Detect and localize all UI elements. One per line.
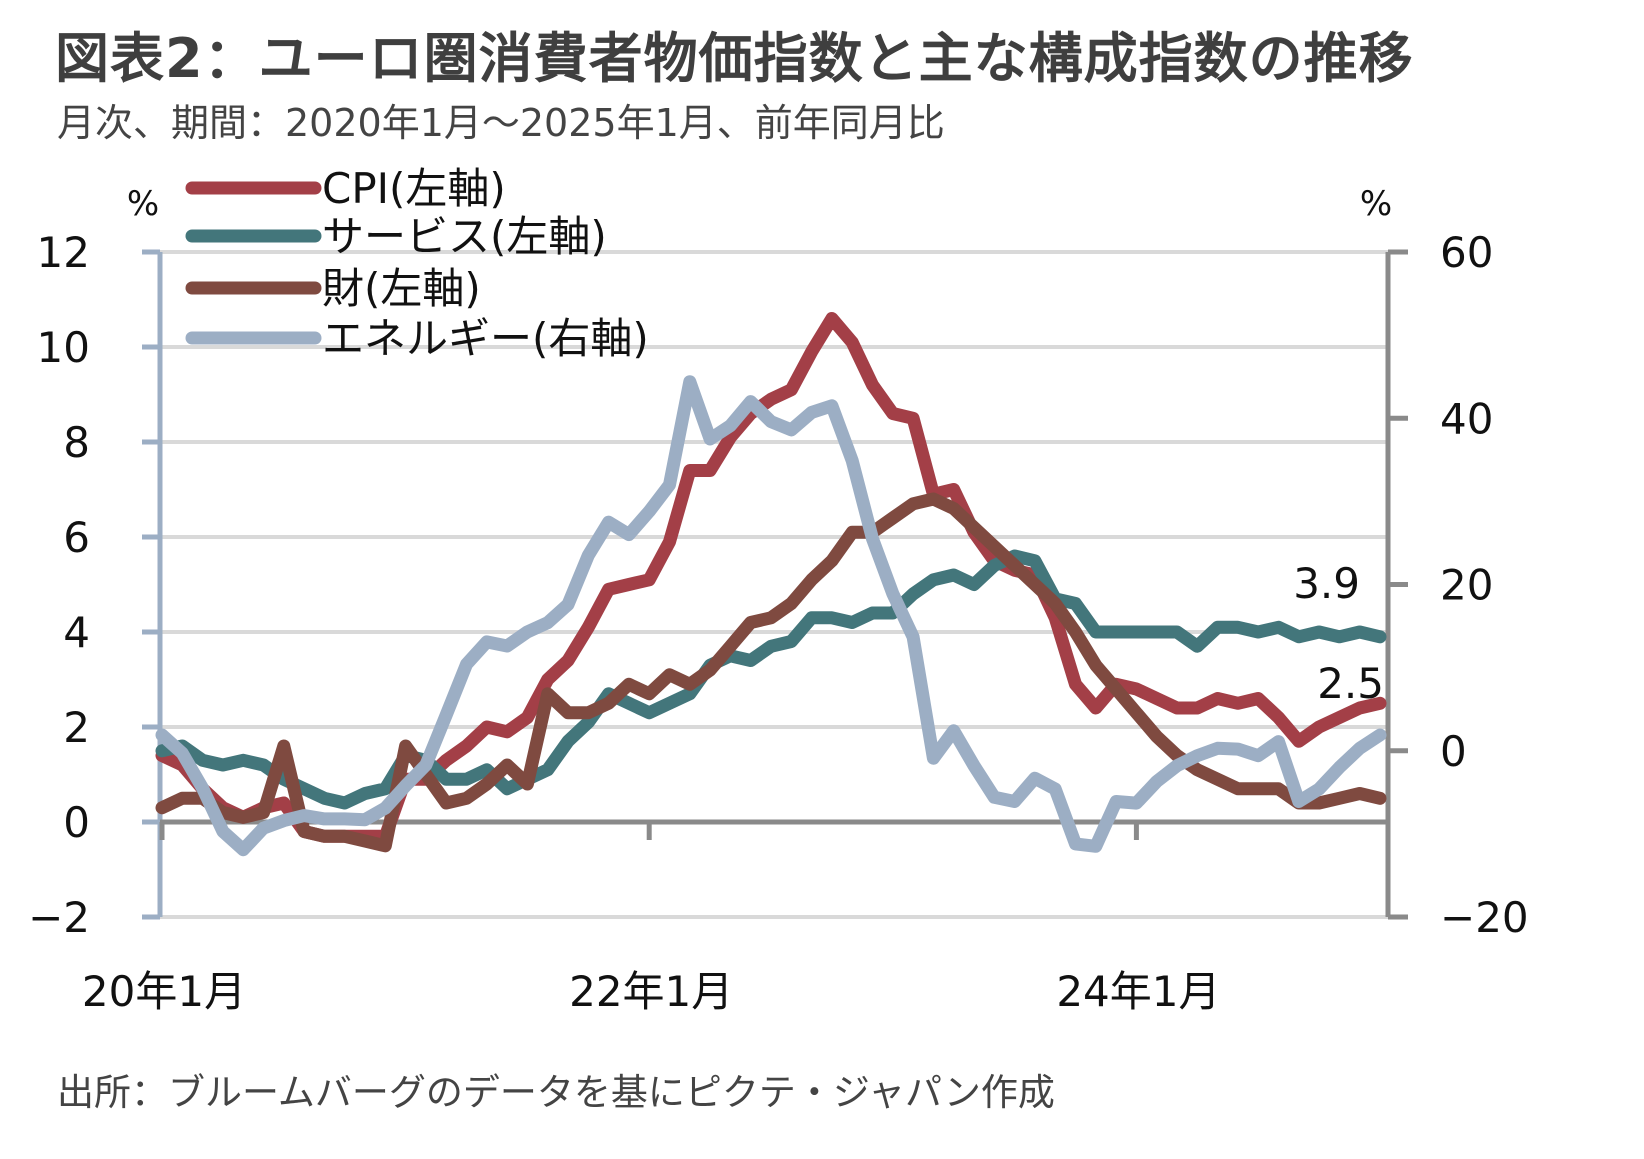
left-axis-tick-label: 8: [63, 418, 90, 467]
series-line-energy: [155, 375, 1387, 857]
legend-label: CPI(左軸): [322, 164, 506, 213]
source-note: 出所：ブルームバーグのデータを基にピクテ・ジャパン作成: [57, 1071, 1055, 1114]
x-axis-tick-label: 22年1月: [569, 967, 733, 1016]
legend: CPI(左軸)サービス(左軸)財(左軸)エネルギー(右軸): [185, 164, 649, 363]
left-axis-tick-label: 0: [63, 798, 90, 847]
legend-label: エネルギー(右軸): [322, 314, 649, 363]
left-axis-tick-label: 12: [37, 228, 90, 277]
right-axis-tick-label: 40: [1440, 394, 1493, 443]
x-axis-tick-label: 24年1月: [1056, 967, 1220, 1016]
right-axis-tick-label: 0: [1440, 727, 1467, 776]
chart-title: 図表2：ユーロ圏消費者物価指数と主な構成指数の推移: [55, 27, 1414, 90]
left-axis-unit: %: [127, 184, 159, 224]
right-axis-tick-label: −20: [1440, 893, 1529, 942]
legend-label: 財(左軸): [322, 264, 481, 313]
chart-subtitle: 月次、期間：2020年1月～2025年1月、前年同月比: [57, 101, 945, 145]
left-axis-tick-label: −2: [28, 893, 90, 942]
left-axis-tick-label: 6: [63, 513, 90, 562]
left-axis-tick-label: 10: [37, 323, 90, 372]
left-axis-tick-label: 4: [63, 608, 90, 657]
series-lines: [155, 312, 1387, 857]
left-axis-tick-label: 2: [63, 703, 90, 752]
right-axis-tick-label: 60: [1440, 228, 1493, 277]
x-axis-tick-label: 20年1月: [82, 967, 246, 1016]
gridlines: [160, 250, 1388, 919]
series-line-goods: [155, 492, 1387, 853]
series-line-services: [155, 549, 1387, 810]
legend-label: サービス(左軸): [322, 212, 607, 261]
right-axis-unit: %: [1360, 184, 1392, 224]
data-label-cpi-last: 2.5: [1317, 659, 1384, 708]
data-label-services-last: 3.9: [1293, 559, 1360, 608]
right-axis-tick-label: 20: [1440, 561, 1493, 610]
